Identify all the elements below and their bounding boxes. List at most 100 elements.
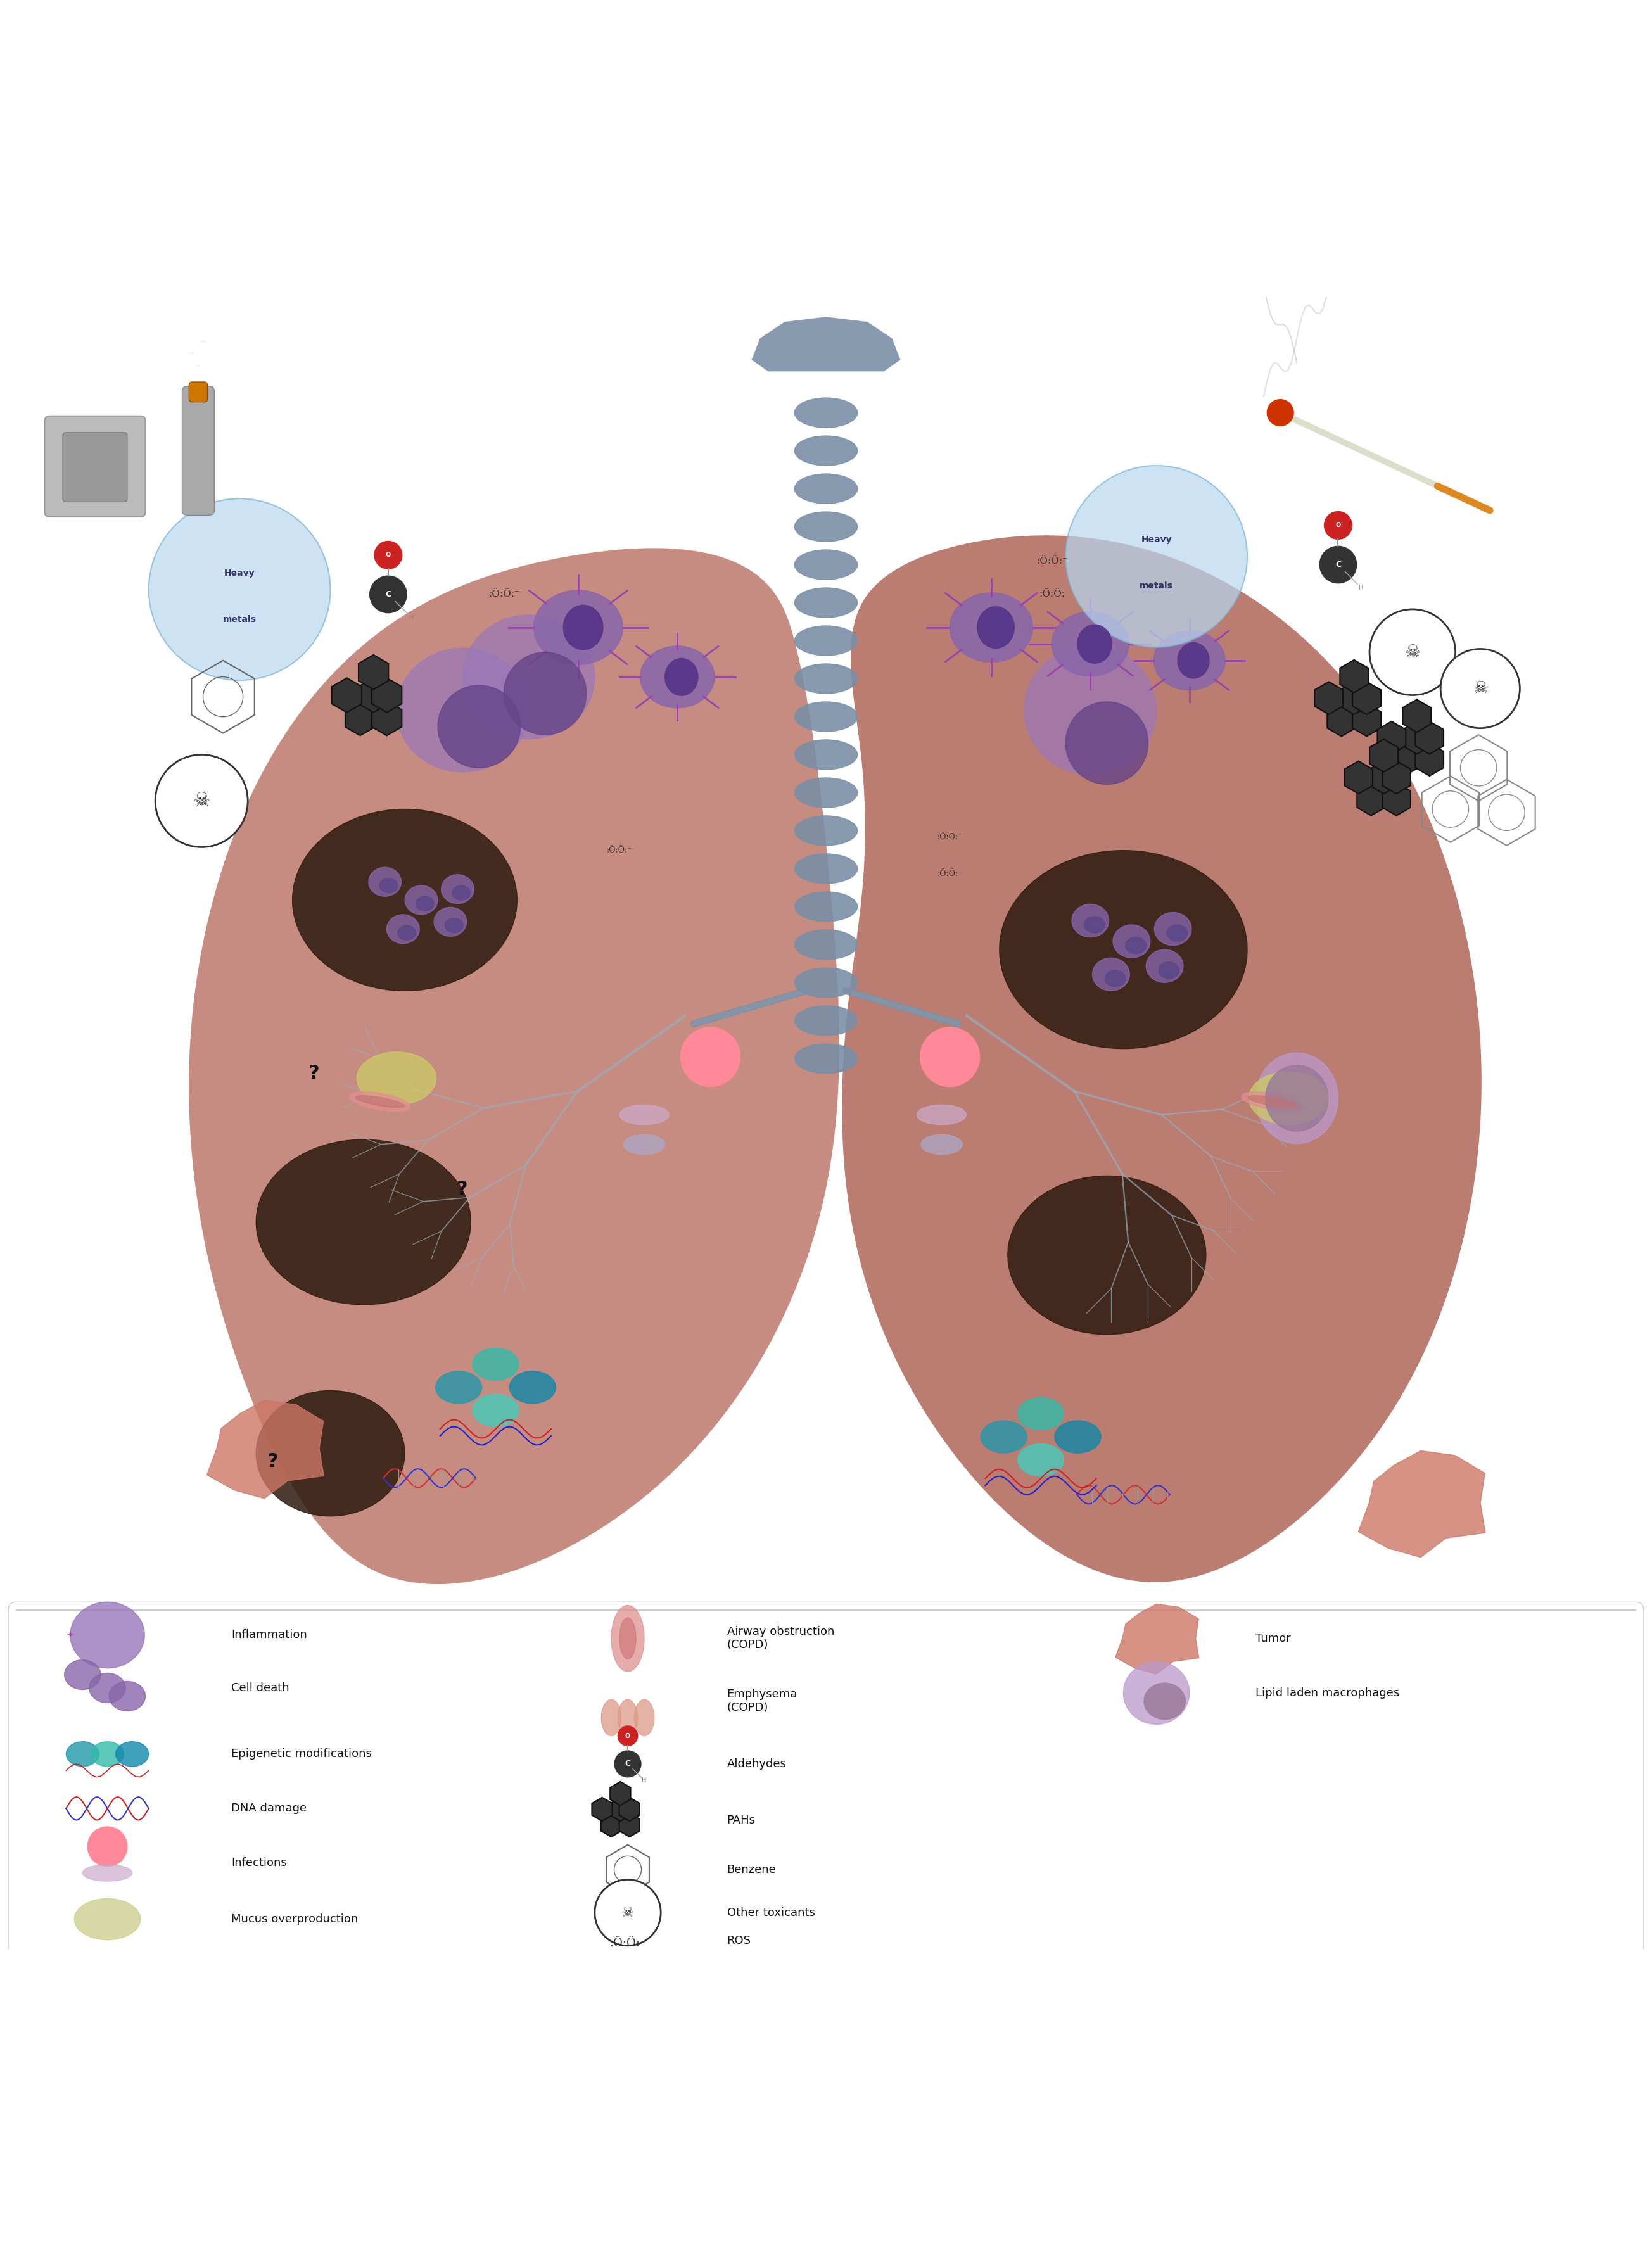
Text: Other toxicants: Other toxicants	[727, 1907, 814, 1918]
Ellipse shape	[795, 512, 857, 541]
Text: Aldehydes: Aldehydes	[727, 1759, 786, 1770]
Text: :Ö:Ö:: :Ö:Ö:	[1039, 591, 1066, 600]
Text: ROS: ROS	[727, 1936, 752, 1947]
Ellipse shape	[89, 1673, 126, 1702]
Ellipse shape	[795, 930, 857, 959]
Circle shape	[920, 1026, 980, 1087]
Text: ✦: ✦	[66, 1631, 74, 1640]
Polygon shape	[1358, 1451, 1485, 1556]
Text: ~: ~	[195, 364, 202, 368]
Ellipse shape	[917, 1105, 966, 1125]
Ellipse shape	[380, 878, 398, 892]
FancyBboxPatch shape	[8, 1601, 1644, 1956]
Polygon shape	[1383, 784, 1411, 815]
Ellipse shape	[438, 685, 520, 768]
FancyBboxPatch shape	[45, 416, 145, 517]
Text: H: H	[410, 615, 413, 620]
Text: ?: ?	[458, 1179, 468, 1199]
Text: O: O	[385, 553, 392, 559]
Ellipse shape	[795, 968, 857, 997]
Ellipse shape	[368, 867, 401, 896]
Ellipse shape	[618, 1700, 638, 1736]
Ellipse shape	[355, 1096, 405, 1107]
Ellipse shape	[1024, 645, 1156, 775]
Ellipse shape	[256, 1139, 471, 1305]
Text: H: H	[643, 1777, 646, 1783]
Polygon shape	[1370, 739, 1398, 773]
Text: O: O	[624, 1732, 631, 1738]
Ellipse shape	[795, 436, 857, 465]
Ellipse shape	[398, 925, 416, 941]
Ellipse shape	[795, 665, 857, 694]
Ellipse shape	[795, 627, 857, 656]
Ellipse shape	[795, 853, 857, 883]
Polygon shape	[1345, 761, 1373, 793]
Ellipse shape	[441, 874, 474, 903]
Polygon shape	[752, 317, 900, 371]
Text: ~: ~	[200, 339, 205, 346]
Text: :Ö:Ö:⁻: :Ö:Ö:⁻	[1037, 557, 1067, 566]
Ellipse shape	[1092, 957, 1130, 990]
Ellipse shape	[1018, 1397, 1064, 1431]
Polygon shape	[610, 1797, 631, 1822]
Polygon shape	[1115, 1604, 1199, 1673]
Ellipse shape	[1153, 631, 1226, 690]
Ellipse shape	[664, 658, 697, 696]
Ellipse shape	[83, 1864, 132, 1882]
Ellipse shape	[1242, 1092, 1302, 1112]
Ellipse shape	[1155, 912, 1191, 946]
Polygon shape	[1403, 721, 1431, 755]
Ellipse shape	[620, 1617, 636, 1660]
Circle shape	[88, 1826, 127, 1866]
Text: metals: metals	[1140, 582, 1173, 591]
Text: ☠: ☠	[621, 1907, 634, 1918]
Polygon shape	[610, 1781, 631, 1806]
Ellipse shape	[509, 1370, 555, 1404]
Polygon shape	[1403, 699, 1431, 732]
Ellipse shape	[444, 919, 463, 932]
Polygon shape	[1370, 761, 1398, 793]
Ellipse shape	[116, 1741, 149, 1765]
Ellipse shape	[1166, 925, 1188, 941]
Polygon shape	[1340, 660, 1368, 692]
Ellipse shape	[999, 851, 1247, 1049]
Ellipse shape	[795, 550, 857, 579]
Text: C: C	[385, 591, 392, 597]
Circle shape	[1320, 546, 1356, 584]
Polygon shape	[1389, 743, 1419, 775]
Ellipse shape	[1247, 1096, 1297, 1107]
Circle shape	[155, 755, 248, 847]
Circle shape	[1370, 609, 1455, 696]
Ellipse shape	[1125, 937, 1146, 955]
Polygon shape	[358, 678, 388, 712]
Ellipse shape	[472, 1348, 519, 1381]
Ellipse shape	[1123, 1662, 1189, 1725]
Text: Cell death: Cell death	[231, 1682, 289, 1693]
Polygon shape	[620, 1797, 639, 1822]
Ellipse shape	[463, 615, 595, 739]
Ellipse shape	[1265, 1065, 1328, 1132]
Ellipse shape	[795, 398, 857, 427]
Polygon shape	[188, 548, 839, 1583]
Ellipse shape	[1072, 905, 1108, 937]
Ellipse shape	[91, 1741, 124, 1765]
Text: ?: ?	[309, 1065, 319, 1083]
Text: Benzene: Benzene	[727, 1864, 776, 1875]
Text: metals: metals	[223, 615, 256, 624]
Polygon shape	[372, 678, 401, 712]
Ellipse shape	[1158, 961, 1180, 979]
Ellipse shape	[472, 1395, 519, 1426]
Ellipse shape	[436, 1370, 482, 1404]
Ellipse shape	[1077, 624, 1112, 663]
Text: ?: ?	[268, 1453, 278, 1471]
Ellipse shape	[601, 1700, 621, 1736]
Polygon shape	[1327, 703, 1356, 737]
Text: Lipid laden macrophages: Lipid laden macrophages	[1256, 1687, 1399, 1698]
FancyBboxPatch shape	[188, 382, 208, 402]
Polygon shape	[358, 656, 388, 690]
Ellipse shape	[1146, 950, 1183, 982]
Ellipse shape	[1105, 970, 1125, 986]
Polygon shape	[206, 1399, 324, 1498]
Polygon shape	[1356, 784, 1386, 815]
Ellipse shape	[1113, 925, 1150, 957]
